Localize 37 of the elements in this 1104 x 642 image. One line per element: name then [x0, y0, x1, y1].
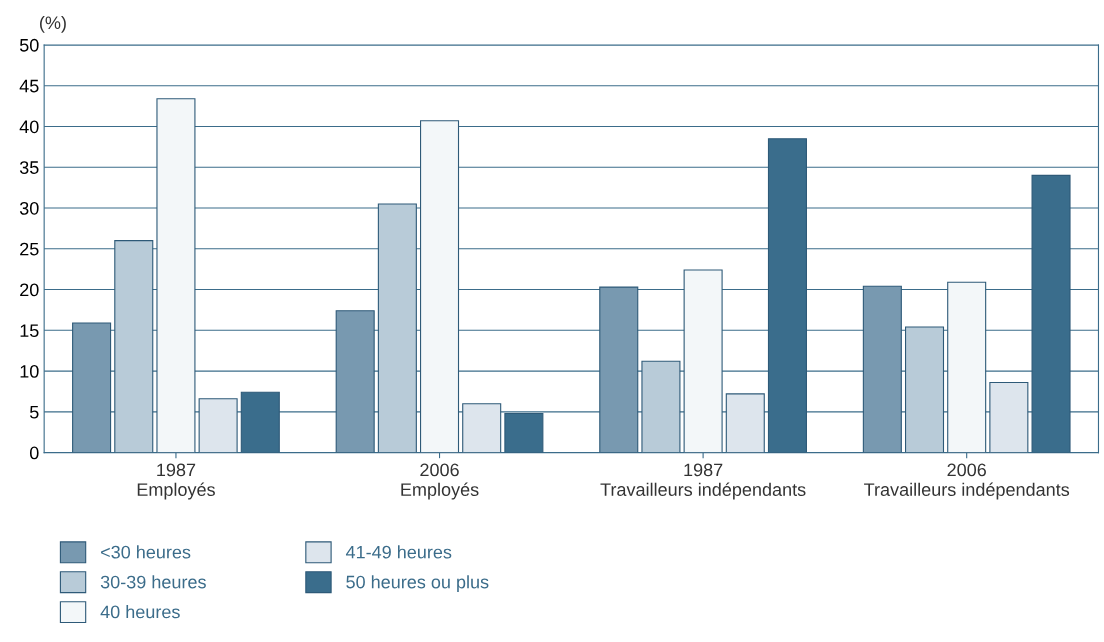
y-tick-label: 40 [19, 120, 39, 134]
bar [947, 281, 987, 453]
legend-label: <30 heures [101, 545, 191, 559]
bar [725, 393, 765, 453]
y-tick-label: 45 [19, 79, 39, 93]
bar [335, 310, 375, 453]
bar [683, 269, 723, 453]
bar [114, 240, 154, 453]
bar [862, 285, 902, 453]
legend-label: 30-39 heures [100, 575, 206, 589]
bar [72, 322, 112, 453]
bar [198, 398, 238, 453]
legend-label: 50 heures ou plus [346, 575, 489, 592]
y-axis-title: (%) [40, 15, 66, 33]
bar [462, 403, 502, 453]
legend-label: 40 heures [100, 605, 180, 619]
y-tick-label: 5 [29, 405, 39, 419]
y-tick-label: 30 [19, 201, 39, 215]
x-tick-label: 2006 Travailleurs indépendants [864, 463, 1070, 500]
bar [989, 381, 1029, 453]
x-tick-label: 1987 Employés [137, 463, 215, 500]
bar [599, 286, 639, 453]
x-tick-label: 1987 Travailleurs indépendants [600, 463, 806, 500]
y-tick-label: 35 [19, 161, 39, 174]
bar [156, 98, 196, 453]
y-tick-label: 10 [20, 365, 39, 378]
bar [419, 120, 460, 453]
x-tick-label: 2006 Employés [401, 463, 479, 500]
y-tick-label: 25 [20, 242, 39, 256]
y-tick-label: 0 [29, 446, 39, 460]
y-tick-label: 20 [20, 283, 39, 297]
legend-label: 41-49 heures [345, 545, 452, 559]
bar [904, 326, 945, 453]
bar [377, 203, 417, 453]
bar [641, 360, 681, 453]
y-tick-label: 15 [20, 324, 39, 338]
y-tick-label: 50 [19, 38, 39, 52]
